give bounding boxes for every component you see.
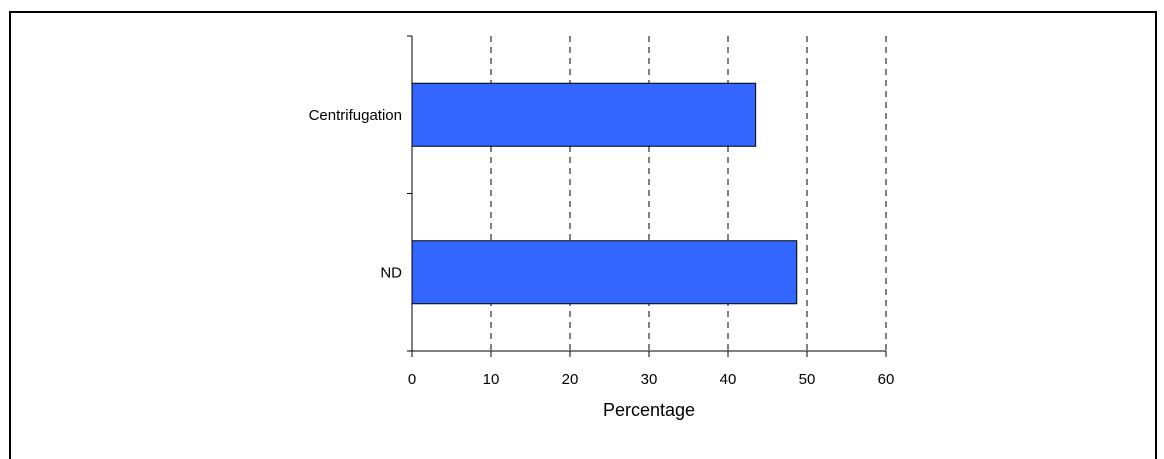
x-tick-label: 20 (562, 371, 579, 388)
bar-centrifugation (411, 82, 757, 147)
x-tick-label: 40 (720, 371, 737, 388)
x-tick-label: 60 (878, 371, 895, 388)
gridlines (490, 36, 887, 351)
x-tick-label: 30 (641, 371, 658, 388)
x-tick-label: 10 (483, 371, 500, 388)
x-axis-label: Percentage (603, 400, 695, 420)
x-ticks: 0 10 20 30 40 50 60 (408, 351, 895, 388)
x-tick-label: 50 (799, 371, 816, 388)
y-ticks: Centrifugation ND (309, 35, 412, 352)
chart-frame (9, 11, 1157, 459)
bar-nd (411, 240, 798, 305)
category-label: Centrifugation (309, 107, 402, 124)
bars (411, 82, 798, 305)
x-tick-label: 0 (408, 371, 416, 388)
category-label: ND (380, 264, 402, 281)
